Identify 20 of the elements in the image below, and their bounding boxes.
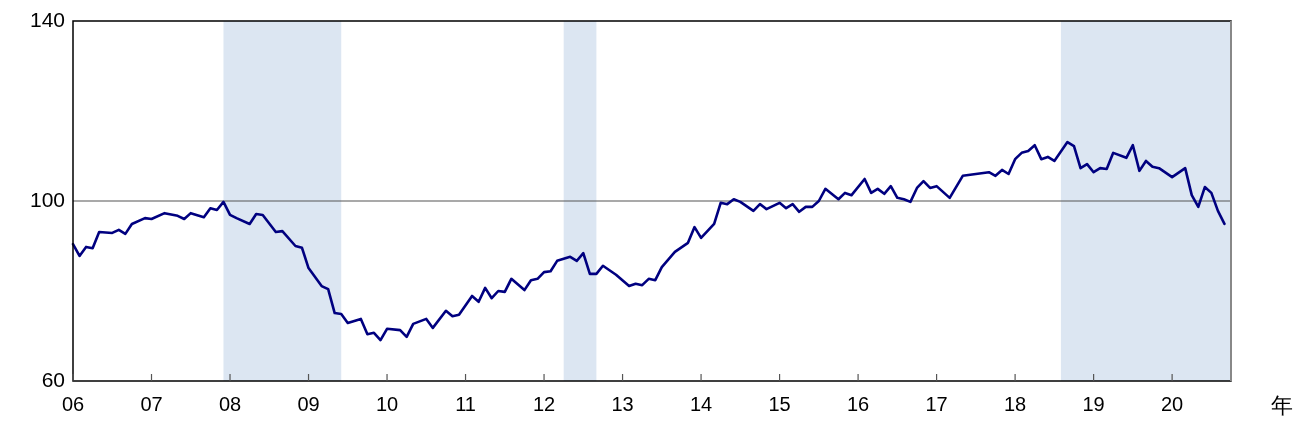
x-tick-label: 12: [532, 393, 556, 415]
x-tick-label: 08: [218, 393, 242, 415]
x-tick-label: 10: [375, 393, 399, 415]
line-series: [71, 140, 1226, 342]
y-tick-label: 60: [41, 367, 65, 391]
x-tick-label: 06: [61, 393, 85, 415]
x-tick-label: 16: [846, 393, 870, 415]
x-tick-label: 11: [455, 393, 476, 415]
x-tick-label: 13: [611, 393, 634, 415]
x-tick-label: 20: [1160, 393, 1184, 415]
x-tick-label: 18: [1003, 393, 1027, 415]
x-axis-title: 年: [1271, 393, 1293, 418]
x-tick-label: 07: [140, 393, 163, 415]
x-tick-label: 15: [768, 393, 791, 415]
x-tick-label: 09: [297, 393, 320, 415]
y-tick-label: 140: [29, 7, 65, 31]
x-tick-label: 17: [925, 393, 948, 415]
x-tick-label: 14: [689, 393, 713, 415]
y-tick-label: 100: [29, 187, 65, 211]
x-tick-label: 19: [1082, 393, 1105, 415]
